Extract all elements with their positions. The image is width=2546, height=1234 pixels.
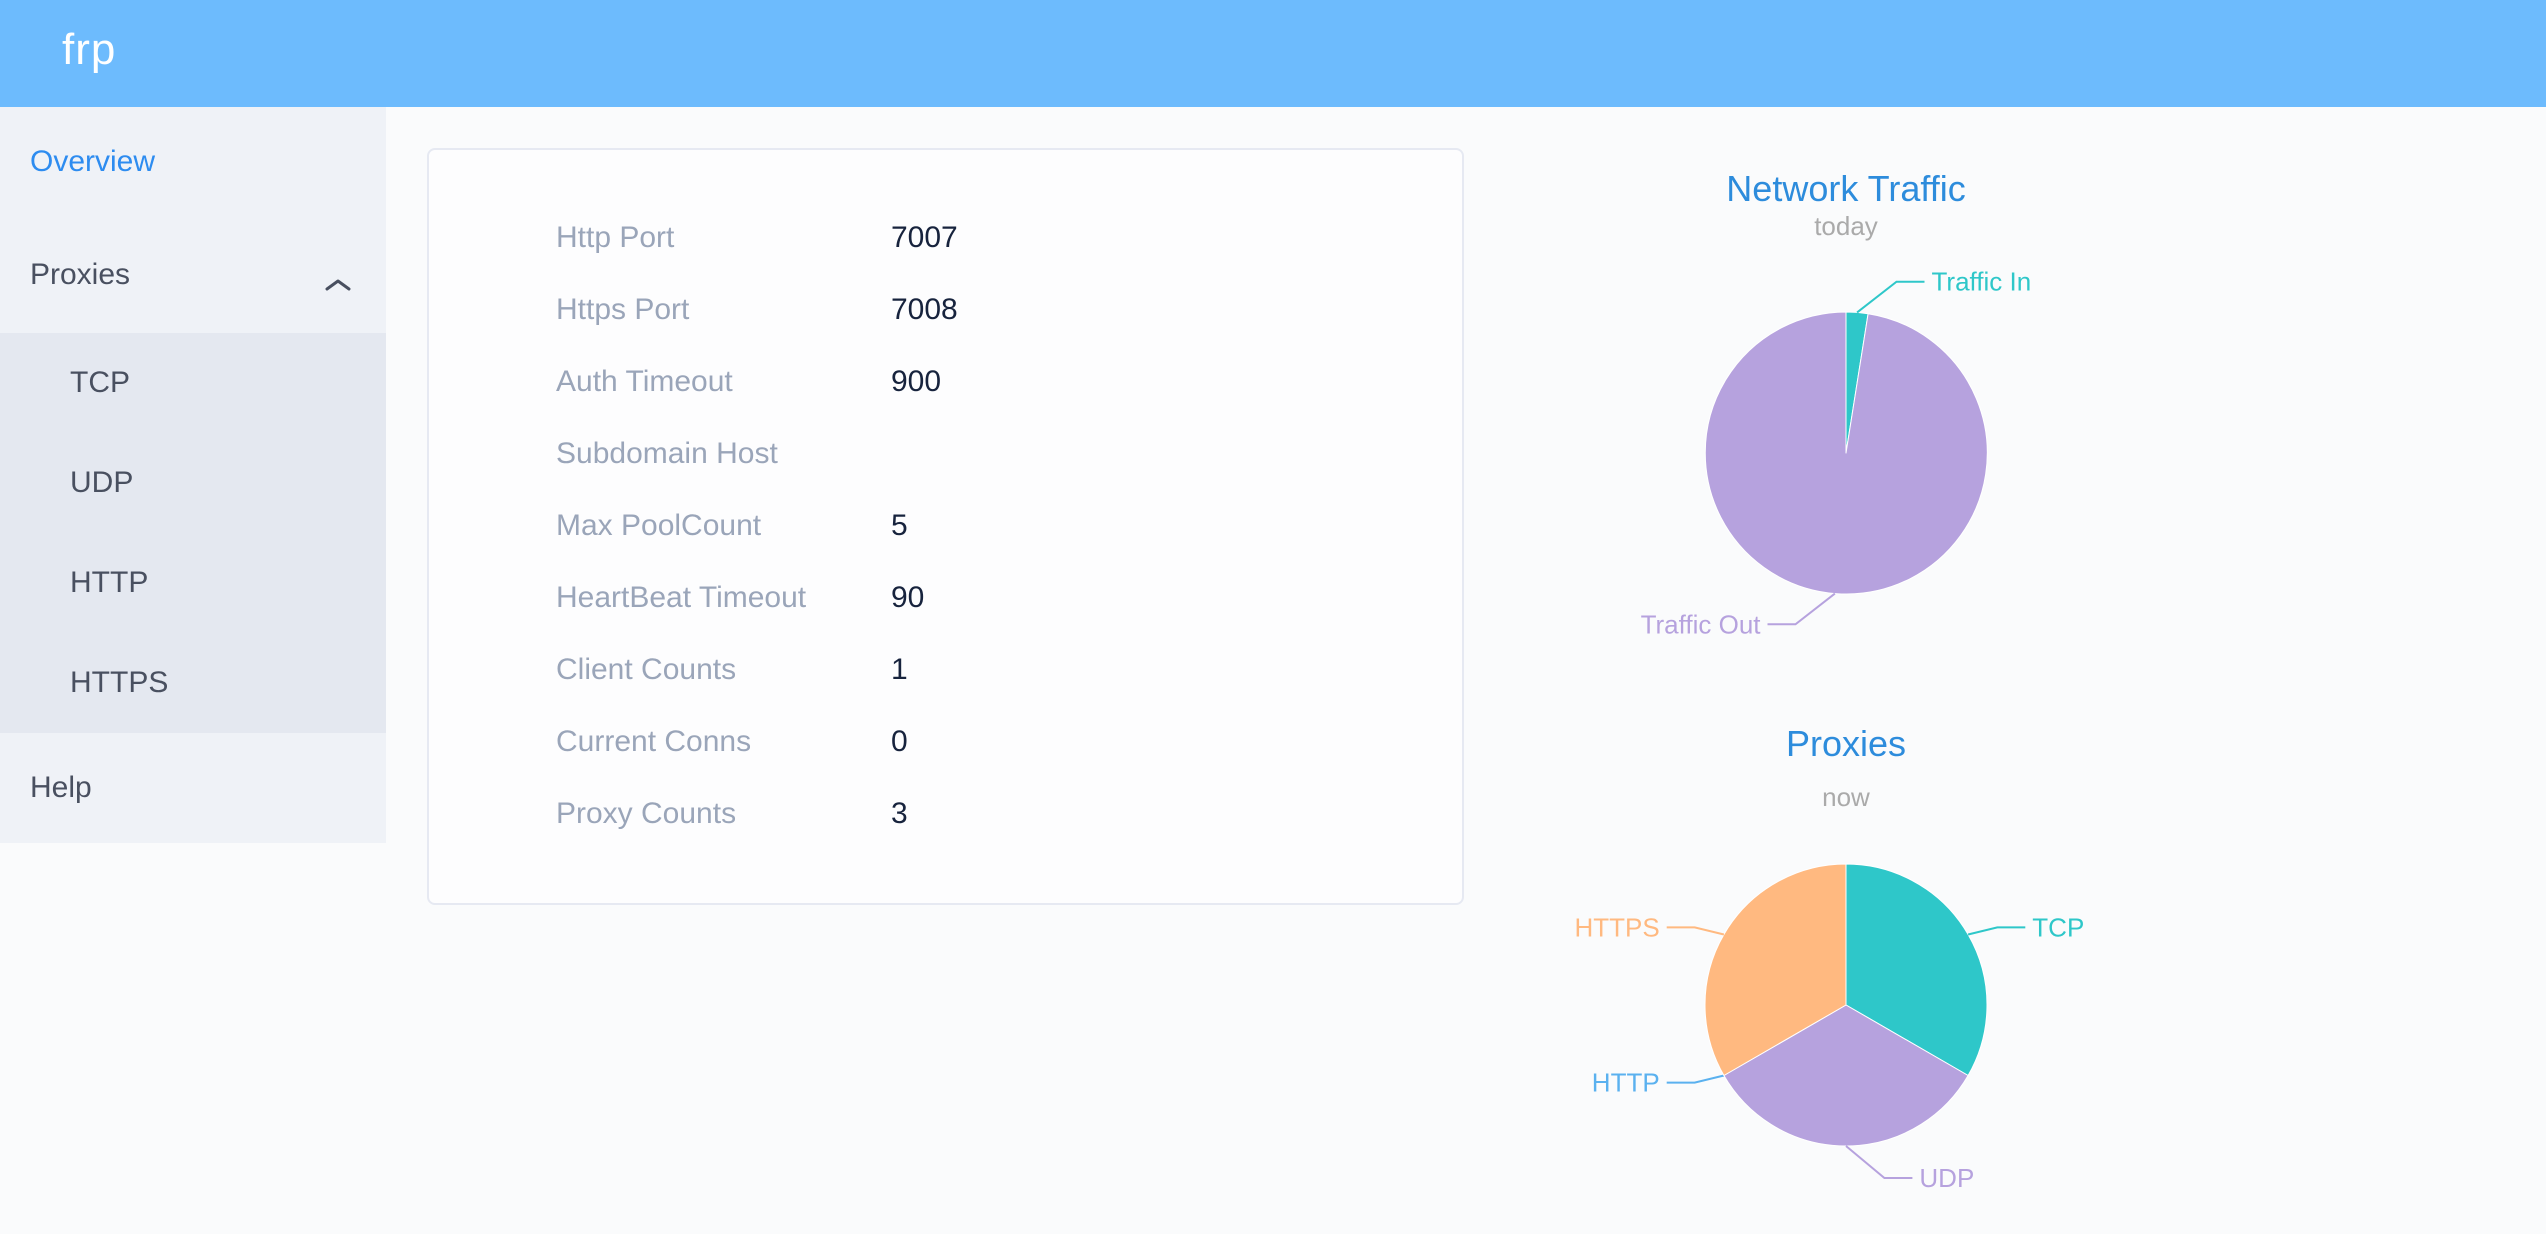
pie-label-line-udp — [1845, 1145, 1913, 1179]
pie-label-tcp: TCP — [2032, 912, 2084, 942]
info-label: Https Port — [556, 293, 690, 326]
info-label: Subdomain Host — [556, 437, 778, 470]
info-label: Client Counts — [556, 653, 737, 686]
app-logo: frp — [62, 25, 117, 74]
chevron-up-icon — [324, 267, 352, 301]
info-value: 5 — [891, 509, 908, 542]
info-row-current-conns: Current Conns 0 — [429, 706, 1462, 778]
info-row-subdomain-host: Subdomain Host — [429, 418, 1462, 490]
pie-label-traffic-in: Traffic In — [1932, 267, 2032, 297]
sidebar-item-label: Overview — [30, 145, 156, 178]
sidebar-item-label: Help — [30, 771, 92, 804]
pie-label-udp: UDP — [1919, 1163, 1974, 1193]
info-value: 1 — [891, 653, 908, 686]
info-row-heartbeat-timeout: HeartBeat Timeout 90 — [429, 562, 1462, 634]
pie-label-line-http — [1666, 1074, 1725, 1084]
chart-subtitle-network-traffic: today — [1814, 211, 1878, 241]
info-row-proxy-counts: Proxy Counts 3 — [429, 778, 1462, 850]
info-row-auth-timeout: Auth Timeout 900 — [429, 346, 1462, 418]
info-row-client-counts: Client Counts 1 — [429, 634, 1462, 706]
info-label: Max PoolCount — [556, 509, 762, 542]
info-row-http-port: Http Port 7007 — [429, 202, 1462, 274]
sidebar-item-help[interactable]: Help — [0, 733, 386, 843]
info-row-https-port: Https Port 7008 — [429, 274, 1462, 346]
pie-label-traffic-out: Traffic Out — [1641, 609, 1762, 639]
sidebar-item-label: HTTP — [70, 566, 149, 599]
sidebar-item-label: TCP — [70, 366, 130, 399]
network-traffic-pie-chart[interactable]: Traffic In Traffic Out — [1516, 240, 2176, 670]
pie-label-line-tcp — [1967, 926, 2026, 936]
pie-slice-udp[interactable] — [1723, 1004, 1969, 1147]
sidebar-menu: Overview Proxies TCP UDP HTTP HTTPS — [0, 107, 386, 843]
info-label: Proxy Counts — [556, 797, 737, 830]
pie-label-http: HTTP — [1592, 1068, 1660, 1098]
sidebar-item-https[interactable]: HTTPS — [0, 633, 386, 733]
sidebar-item-udp[interactable]: UDP — [0, 433, 386, 533]
info-label: Http Port — [556, 221, 675, 254]
info-value: 7008 — [891, 293, 958, 326]
pie-slice-traffic-out[interactable] — [1704, 311, 1988, 595]
sidebar-item-label: HTTPS — [70, 666, 169, 699]
pie-label-line-traffic-out — [1767, 592, 1836, 626]
info-label: Auth Timeout — [556, 365, 733, 398]
info-value: 90 — [891, 581, 925, 614]
info-label: HeartBeat Timeout — [556, 581, 807, 614]
proxies-submenu: TCP UDP HTTP HTTPS — [0, 333, 386, 733]
sidebar-item-tcp[interactable]: TCP — [0, 333, 386, 433]
sidebar-item-overview[interactable]: Overview — [0, 107, 386, 217]
info-value: 0 — [891, 725, 908, 758]
chart-title-network-traffic: Network Traffic — [1726, 168, 1966, 209]
pie-label-line-https — [1666, 926, 1725, 936]
info-value: 7007 — [891, 221, 958, 254]
sidebar-item-label: UDP — [70, 466, 134, 499]
sidebar-item-label: Proxies — [30, 258, 131, 291]
pie-label-line-traffic-in — [1856, 280, 1925, 314]
header-bar: frp — [0, 0, 2546, 107]
chart-title-proxies: Proxies — [1785, 723, 1907, 764]
sidebar-item-http[interactable]: HTTP — [0, 533, 386, 633]
chart-subtitle-proxies: now — [1822, 782, 1870, 812]
info-value: 3 — [891, 797, 908, 830]
sidebar-item-proxies[interactable]: Proxies — [0, 217, 386, 333]
info-label: Current Conns — [556, 725, 752, 758]
info-row-max-poolcount: Max PoolCount 5 — [429, 490, 1462, 562]
proxies-pie-chart[interactable]: TCP UDP HTTP HTTPS — [1516, 850, 2176, 1234]
pie-label-https: HTTPS — [1574, 912, 1659, 942]
info-value: 900 — [891, 365, 942, 398]
server-info-table: Http Port 7007 Https Port 7008 Auth Timeout 9… — [429, 202, 1462, 850]
server-info-card: Http Port 7007 Https Port 7008 Auth Timeout 9… — [427, 148, 1464, 905]
